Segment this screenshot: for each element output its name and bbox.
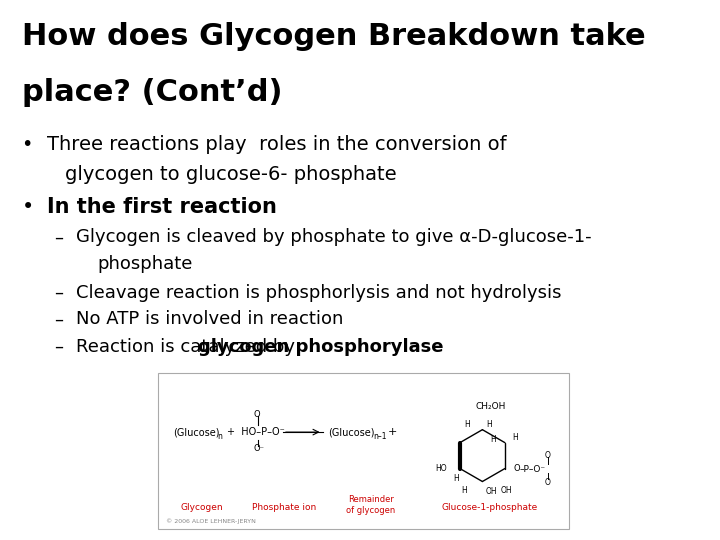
Text: n–1: n–1: [373, 432, 387, 441]
Text: © 2006 ALOE LEHNER-JERYN: © 2006 ALOE LEHNER-JERYN: [166, 518, 256, 524]
Text: H: H: [464, 420, 470, 429]
Text: H: H: [453, 474, 459, 483]
Text: Remainder
of glycogen: Remainder of glycogen: [346, 495, 395, 515]
Text: O: O: [513, 464, 520, 473]
Text: •: •: [22, 197, 34, 217]
Text: In the first reaction: In the first reaction: [47, 197, 276, 217]
Text: No ATP is involved in reaction: No ATP is involved in reaction: [76, 310, 343, 328]
Text: •: •: [22, 135, 33, 154]
Text: Reaction is catalyzed by: Reaction is catalyzed by: [76, 338, 300, 355]
Text: –: –: [54, 310, 63, 328]
Text: O: O: [544, 450, 550, 460]
Text: (Glucose): (Glucose): [328, 427, 375, 437]
Text: OH: OH: [500, 486, 512, 495]
Text: glycogen phosphorylase: glycogen phosphorylase: [198, 338, 444, 355]
Text: How does Glycogen Breakdown take: How does Glycogen Breakdown take: [22, 22, 645, 51]
Text: +  HO–P–O⁻: + HO–P–O⁻: [227, 427, 284, 437]
Text: HO: HO: [435, 464, 446, 473]
Text: –: –: [54, 284, 63, 301]
Text: glycogen to glucose-6- phosphate: glycogen to glucose-6- phosphate: [65, 165, 397, 184]
Text: H: H: [461, 486, 467, 495]
Text: +: +: [387, 427, 397, 437]
Text: Glycogen: Glycogen: [180, 503, 223, 512]
Text: Three reactions play  roles in the conversion of: Three reactions play roles in the conver…: [47, 135, 506, 154]
Text: O⁻: O⁻: [253, 444, 264, 453]
Text: Phosphate ion: Phosphate ion: [252, 503, 317, 512]
Text: –: –: [54, 338, 63, 355]
Text: place? (Cont’d): place? (Cont’d): [22, 78, 282, 107]
Text: H: H: [512, 433, 518, 442]
Text: H: H: [486, 420, 492, 429]
Text: Cleavage reaction is phosphorlysis and not hydrolysis: Cleavage reaction is phosphorlysis and n…: [76, 284, 561, 301]
Text: Glucose-1-phosphate: Glucose-1-phosphate: [441, 503, 538, 512]
Text: n: n: [217, 432, 222, 441]
Text: H: H: [490, 435, 496, 444]
Bar: [158, 373, 569, 529]
Text: O: O: [253, 410, 260, 420]
Text: –: –: [54, 228, 63, 246]
Text: O: O: [544, 477, 550, 487]
Text: (Glucose): (Glucose): [173, 427, 220, 437]
Text: OH: OH: [486, 487, 498, 496]
Text: Glycogen is cleaved by phosphate to give α-D-glucose-1-: Glycogen is cleaved by phosphate to give…: [76, 228, 591, 246]
Text: CH₂OH: CH₂OH: [475, 402, 505, 411]
Text: phosphate: phosphate: [97, 255, 192, 273]
Text: –P–O⁻: –P–O⁻: [519, 465, 545, 474]
